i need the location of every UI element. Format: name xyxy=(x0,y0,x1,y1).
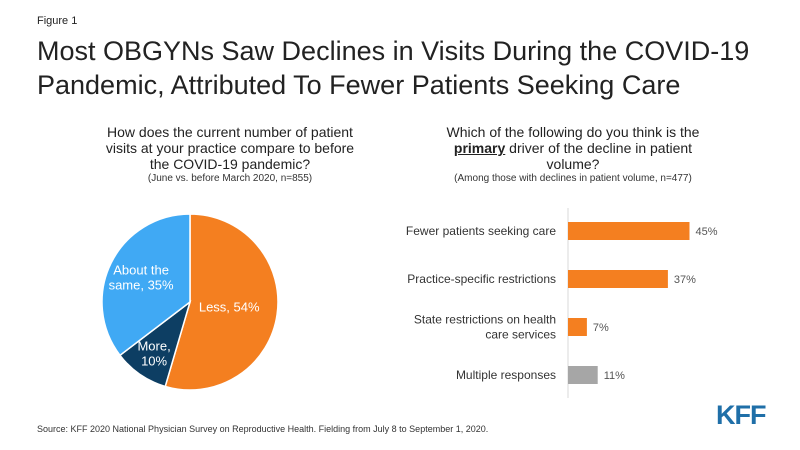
figure-label: Figure 1 xyxy=(37,15,78,27)
title-line-1: Most OBGYNs Saw Declines in Visits Durin… xyxy=(37,36,750,66)
bar-3 xyxy=(568,318,587,336)
pie-question-line-2: visits at your practice compare to befor… xyxy=(105,140,355,156)
pie-label-about-the-same: About the same, 35% xyxy=(109,262,174,292)
page-title: Most OBGYNs Saw Declines in Visits Durin… xyxy=(37,34,777,102)
bar-chart: 45% Fewer patients seeking care 37% Practic… xyxy=(406,208,718,398)
pie-slice-less xyxy=(164,213,279,391)
bar-category-label-2: Practice-specific restrictions xyxy=(407,272,556,286)
pie-slice-about-the-same xyxy=(101,213,191,357)
bar-chart-question: Which of the following do you think is t… xyxy=(410,124,736,186)
pie-label-less: Less, 54% xyxy=(199,300,260,315)
bar-question-line-2: primary driver of the decline in patient xyxy=(410,140,736,156)
bar-question-line-1: Which of the following do you think is t… xyxy=(446,124,700,140)
bar-category-label-1: Fewer patients seeking care xyxy=(406,224,556,238)
bar-category-label-4: Multiple responses xyxy=(456,368,556,382)
pie-chart: Less, 54% More, 10% About the same, 35% xyxy=(101,213,279,391)
pie-chart-question: How does the current number of patient v… xyxy=(85,124,375,186)
bar-value-label-1: 45% xyxy=(696,226,718,238)
bar-2 xyxy=(568,270,668,288)
bar-value-label-3: 7% xyxy=(593,322,609,334)
bar-question-line-2-rest: driver of the decline in patient xyxy=(505,140,693,156)
bar-subtitle: (Among those with declines in patient vo… xyxy=(454,173,692,184)
pie-subtitle: (June vs. before March 2020, n=855) xyxy=(147,173,313,184)
source-note: Source: KFF 2020 National Physician Surv… xyxy=(37,424,489,434)
bar-1 xyxy=(568,222,690,240)
kff-logo: KFF xyxy=(716,400,766,430)
bar-value-label-2: 37% xyxy=(674,274,696,286)
bar-question-emphasis: primary xyxy=(453,140,506,156)
bar-category-label-3: State restrictions on health care service… xyxy=(414,313,556,342)
bar-value-label-4: 11% xyxy=(604,370,625,382)
title-line-2: Pandemic, Attributed To Fewer Patients S… xyxy=(37,70,681,100)
bar-4 xyxy=(568,366,598,384)
pie-question-line-3: the COVID-19 pandemic? xyxy=(149,156,311,172)
bar-question-line-3: volume? xyxy=(546,156,600,172)
pie-question-line-1: How does the current number of patient xyxy=(107,124,353,140)
pie-label-more: More, 10% xyxy=(137,339,170,369)
